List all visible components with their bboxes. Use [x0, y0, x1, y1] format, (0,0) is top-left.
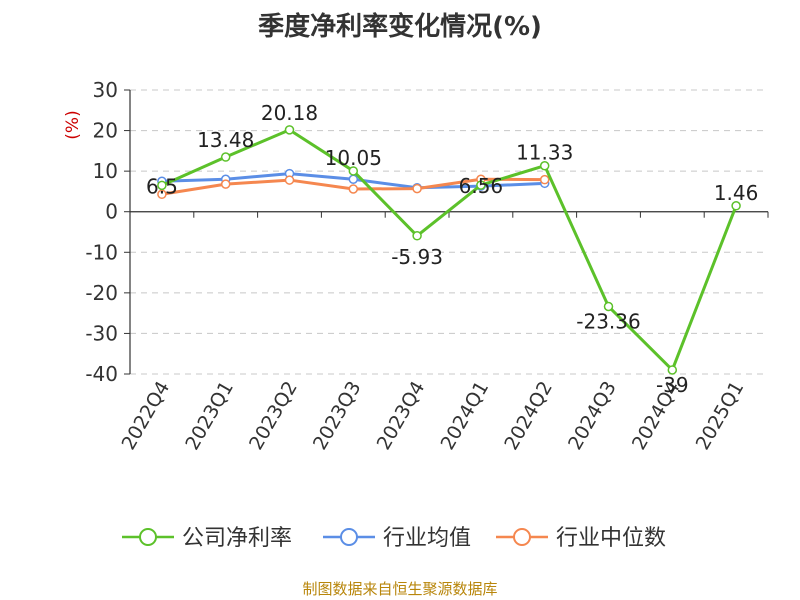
data-point: [476, 180, 486, 190]
series-layer: [157, 125, 741, 375]
data-label: -5.93: [391, 245, 443, 269]
data-point: [412, 231, 422, 241]
data-point: [220, 179, 231, 189]
legend-label: 行业中位数: [556, 526, 666, 551]
data-label: 6.56: [459, 174, 504, 198]
source-note: 制图数据来自恒生聚源数据库: [302, 580, 498, 598]
data-point: [348, 174, 359, 185]
data-label: -39: [656, 373, 689, 397]
x-tick-label: 2023Q2: [245, 378, 302, 454]
legend-label: 行业均值: [383, 526, 471, 551]
y-tick-label: 20: [93, 119, 118, 143]
legend-item[interactable]: 行业中位数: [496, 526, 666, 551]
data-label: 13.48: [197, 128, 254, 152]
x-tick-label: 2023Q4: [373, 378, 430, 454]
legend-marker: [513, 528, 531, 546]
y-tick-label: 0: [105, 200, 118, 224]
legend-marker: [340, 528, 358, 546]
x-tick-label: 2023Q1: [181, 378, 238, 454]
data-point: [603, 301, 614, 312]
data-point: [220, 152, 231, 162]
data-point: [731, 201, 741, 211]
data-label: 20.18: [261, 101, 318, 125]
x-tick-label: 2024Q1: [436, 378, 493, 454]
data-point: [348, 166, 359, 176]
x-tick-label: 2023Q3: [309, 378, 366, 454]
x-tick-label: 2024Q2: [500, 378, 557, 454]
legend: 公司净利率 行业均值 行业中位数: [122, 526, 666, 551]
y-axis-label: (%): [63, 110, 83, 139]
grid-layer: [130, 89, 768, 375]
y-tick-label: -10: [85, 240, 118, 264]
x-tick-label: 2022Q4: [117, 378, 174, 454]
x-tick-label: 2025Q1: [692, 378, 749, 454]
y-tick-label: 10: [93, 159, 118, 183]
data-label: 1.46: [714, 181, 759, 205]
y-tick-label: -40: [85, 362, 118, 386]
legend-marker: [139, 528, 157, 546]
legend-item[interactable]: 行业均值: [323, 526, 471, 551]
y-tick-label: -20: [85, 281, 118, 305]
data-point: [157, 180, 167, 191]
y-tick-label: -30: [85, 321, 118, 345]
data-point: [348, 184, 359, 194]
data-point: [284, 175, 295, 185]
data-label-layer: 6.5 13.48 20.18 10.05 -5.93 6.56 11.33 -23.36 -3…: [146, 101, 758, 397]
y-tick-label: 30: [93, 78, 118, 102]
data-label: 10.05: [325, 146, 382, 170]
legend-item[interactable]: 公司净利率: [122, 526, 292, 551]
data-point: [539, 174, 550, 185]
data-point: [539, 160, 550, 171]
data-point: [157, 189, 167, 200]
data-point: [412, 183, 422, 194]
x-tick-label: 2024Q3: [564, 378, 621, 454]
legend-label: 公司净利率: [182, 526, 292, 551]
series-line: [161, 128, 738, 372]
data-point: [284, 125, 295, 135]
data-label: 11.33: [516, 141, 573, 165]
chart-title: 季度净利率变化情况(%): [258, 12, 542, 42]
data-point: [667, 365, 678, 375]
data-label: 6.5: [146, 174, 178, 198]
data-label: -23.36: [576, 309, 640, 333]
